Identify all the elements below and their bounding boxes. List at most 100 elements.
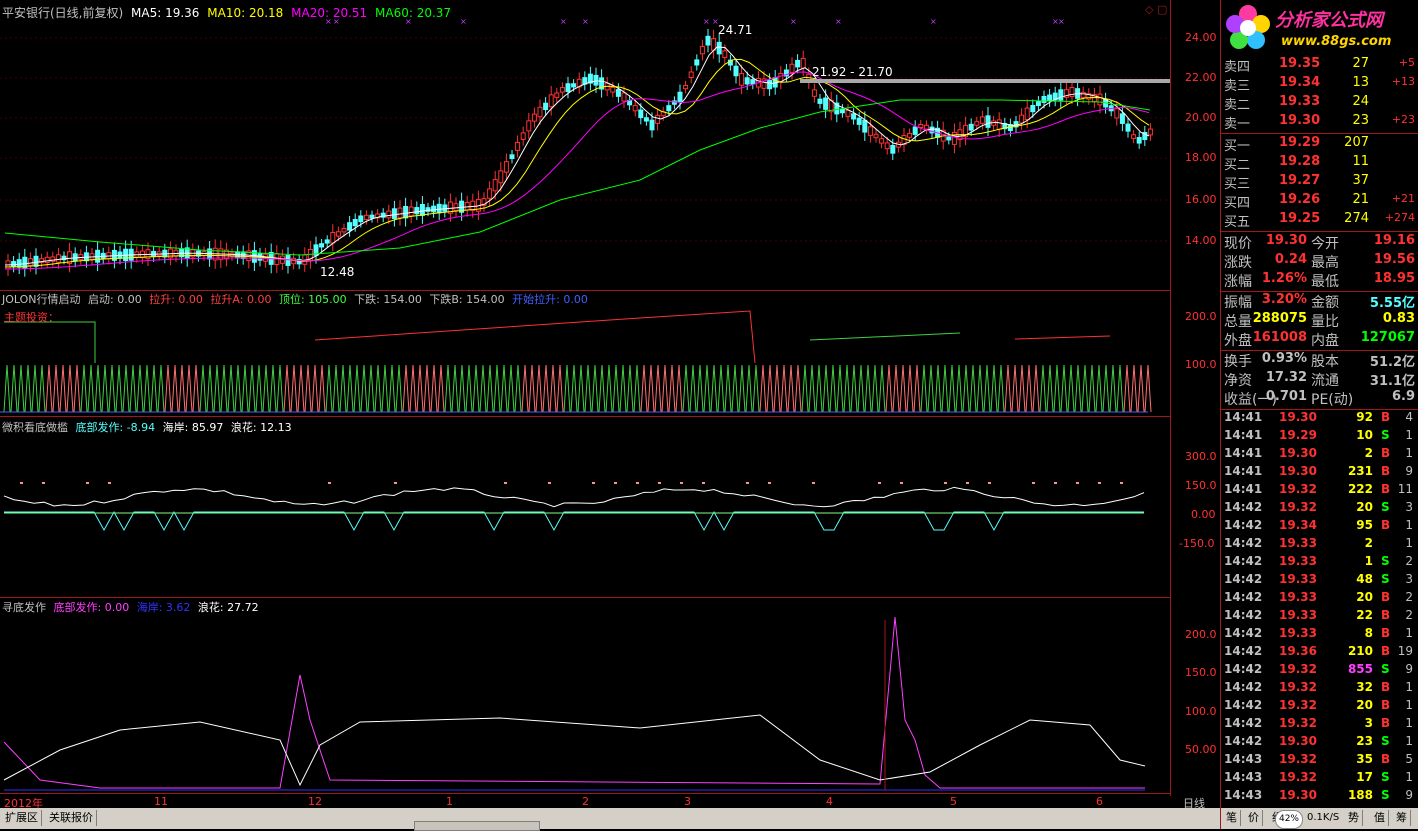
buy-level-row[interactable]: 买五 19.25 274 +274 bbox=[1221, 211, 1417, 230]
candle-body bbox=[380, 212, 386, 218]
tick-row[interactable]: 14:42 19.33 8 B 1 bbox=[1221, 626, 1417, 644]
tick-row[interactable]: 14:43 19.32 35 B 5 bbox=[1221, 752, 1417, 770]
right-tab[interactable]: 势 bbox=[1345, 810, 1363, 826]
stat-value: 0.24 bbox=[1274, 252, 1307, 267]
pane2-header: JOLON行情启动 启动: 0.00 拉升: 0.00 拉升A: 0.00 顶位… bbox=[2, 291, 588, 307]
stat-row[interactable]: 换手 0.93% 股本 51.2亿 bbox=[1221, 351, 1417, 370]
tick-row[interactable]: 14:42 19.34 95 B 1 bbox=[1221, 518, 1417, 536]
ma20-line bbox=[4, 71, 1150, 270]
tick-row[interactable]: 14:43 19.32 17 S 1 bbox=[1221, 770, 1417, 788]
candle-body bbox=[733, 65, 739, 77]
tick-row[interactable]: 14:42 19.33 20 B 2 bbox=[1221, 590, 1417, 608]
signal-bar bbox=[920, 364, 925, 413]
tick-row[interactable]: 14:42 19.30 23 S 1 bbox=[1221, 734, 1417, 752]
buy-change: +21 bbox=[1391, 192, 1415, 205]
stat-row[interactable]: 现价 19.30 今开 19.16 bbox=[1221, 233, 1417, 252]
buy-level-row[interactable]: 买二 19.28 11 bbox=[1221, 154, 1417, 173]
signal-bar bbox=[136, 364, 141, 413]
tick-row[interactable]: 14:42 19.32 20 S 3 bbox=[1221, 500, 1417, 518]
signal-bar bbox=[111, 364, 116, 413]
tick-row[interactable]: 14:42 19.32 20 B 1 bbox=[1221, 698, 1417, 716]
signal-bar bbox=[965, 364, 970, 413]
buy-level-row[interactable]: 买四 19.26 21 +21 bbox=[1221, 192, 1417, 211]
candle-body bbox=[974, 121, 980, 126]
signal-bar bbox=[1109, 364, 1114, 413]
stat-value: 19.16 bbox=[1373, 233, 1415, 248]
tick-row[interactable]: 14:42 19.36 210 B 19 bbox=[1221, 644, 1417, 662]
tick-row[interactable]: 14:41 19.30 2 B 1 bbox=[1221, 446, 1417, 464]
stat-row[interactable]: 净资 17.32 流通 31.1亿 bbox=[1221, 370, 1417, 389]
tick-row[interactable]: 14:42 19.32 3 B 1 bbox=[1221, 716, 1417, 734]
tick-row[interactable]: 14:43 19.30 188 S 9 bbox=[1221, 788, 1417, 806]
signal-bar bbox=[206, 364, 211, 413]
tick-row[interactable]: 14:41 19.29 10 S 1 bbox=[1221, 428, 1417, 446]
weiji-dot bbox=[394, 482, 397, 484]
signal-bar bbox=[307, 364, 312, 413]
stat-row[interactable]: 涨幅 1.26% 最低 18.95 bbox=[1221, 271, 1417, 290]
tick-count: 1 bbox=[1405, 770, 1413, 784]
stat-value: 288075 bbox=[1252, 311, 1307, 326]
candle-body bbox=[1035, 100, 1041, 107]
tick-row[interactable]: 14:42 19.32 32 B 1 bbox=[1221, 680, 1417, 698]
stat-row[interactable]: 收益(一) 0.701 PE(动) 6.9 bbox=[1221, 389, 1417, 408]
tab-related-quotes[interactable]: 关联报价 bbox=[46, 810, 97, 826]
marker-x: × bbox=[703, 17, 710, 26]
tick-row[interactable]: 14:41 19.32 222 B 11 bbox=[1221, 482, 1417, 500]
candle-body bbox=[834, 102, 840, 115]
tick-row[interactable]: 14:42 19.33 1 S 2 bbox=[1221, 554, 1417, 572]
indicator-pane-jolon[interactable] bbox=[0, 290, 1170, 417]
buy-level-row[interactable]: 买三 19.27 37 bbox=[1221, 173, 1417, 192]
candle-body bbox=[750, 79, 756, 85]
stat-row[interactable]: 振幅 3.20% 金额 5.55亿 bbox=[1221, 292, 1417, 311]
tick-count: 9 bbox=[1405, 788, 1413, 802]
time-label: 5 bbox=[950, 795, 957, 808]
signal-bar bbox=[951, 364, 956, 413]
right-tab[interactable]: 价 bbox=[1245, 810, 1263, 826]
tick-side: B bbox=[1381, 482, 1391, 496]
tick-row[interactable]: 14:42 19.33 22 B 2 bbox=[1221, 608, 1417, 626]
tick-row[interactable]: 14:41 19.30 231 B 9 bbox=[1221, 464, 1417, 482]
right-tab[interactable]: 值 bbox=[1371, 810, 1389, 826]
price-pane[interactable] bbox=[0, 0, 1170, 291]
tick-volume: 210 bbox=[1347, 644, 1373, 658]
stat-row[interactable]: 总量 288075 量比 0.83 bbox=[1221, 311, 1417, 330]
stat-row[interactable]: 涨跌 0.24 最高 19.56 bbox=[1221, 252, 1417, 271]
candle-body bbox=[1114, 108, 1120, 119]
buy-price: 19.28 bbox=[1279, 154, 1321, 169]
sell-level-row[interactable]: 卖二 19.33 24 bbox=[1221, 94, 1417, 113]
pane2-label-lashenga: 拉升A: 0.00 bbox=[210, 293, 272, 306]
signal-bar bbox=[374, 364, 379, 413]
buy-level-row[interactable]: 买一 19.29 207 bbox=[1221, 135, 1417, 154]
right-tab[interactable]: 笔 bbox=[1223, 810, 1241, 826]
tick-price: 19.32 bbox=[1279, 680, 1317, 694]
peak-price-label: 24.71 bbox=[718, 23, 753, 37]
sell-level-row[interactable]: 卖四 19.35 27 +5 bbox=[1221, 56, 1417, 75]
tick-price: 19.32 bbox=[1279, 752, 1317, 766]
time-label: 4 bbox=[826, 795, 833, 808]
right-tab[interactable]: 筹 bbox=[1393, 810, 1411, 826]
tick-row[interactable]: 14:41 19.30 92 B 4 bbox=[1221, 410, 1417, 428]
tick-volume: 95 bbox=[1356, 518, 1373, 532]
tick-row[interactable]: 14:42 19.33 48 S 3 bbox=[1221, 572, 1417, 590]
signal-bar bbox=[1046, 364, 1051, 413]
scrollbar[interactable] bbox=[414, 821, 540, 831]
sell-level-row[interactable]: 卖一 19.30 23 +23 bbox=[1221, 113, 1417, 132]
sell-level-row[interactable]: 卖三 19.34 13 +13 bbox=[1221, 75, 1417, 94]
buy-volume: 21 bbox=[1352, 192, 1369, 207]
stat-row[interactable]: 外盘 161008 内盘 127067 bbox=[1221, 330, 1417, 349]
indicator-pane-xundi[interactable] bbox=[0, 597, 1170, 794]
signal-step bbox=[314, 310, 756, 364]
tick-price: 19.33 bbox=[1279, 536, 1317, 550]
signal-bar bbox=[444, 364, 449, 413]
tick-volume: 20 bbox=[1356, 500, 1373, 514]
pane-controls-icon[interactable]: ◇ ▢ bbox=[1145, 3, 1168, 16]
indicator-pane-weiji[interactable] bbox=[0, 416, 1170, 598]
tick-side: B bbox=[1381, 464, 1391, 478]
tick-time: 14:42 bbox=[1224, 734, 1263, 748]
signal-bar bbox=[636, 364, 641, 413]
tab-extension-area[interactable]: 扩展区 bbox=[2, 810, 42, 826]
signal-bar bbox=[139, 364, 144, 413]
tick-row[interactable]: 14:42 19.32 855 S 9 bbox=[1221, 662, 1417, 680]
tick-row[interactable]: 14:42 19.33 2 1 bbox=[1221, 536, 1417, 554]
candle-body bbox=[470, 200, 476, 211]
